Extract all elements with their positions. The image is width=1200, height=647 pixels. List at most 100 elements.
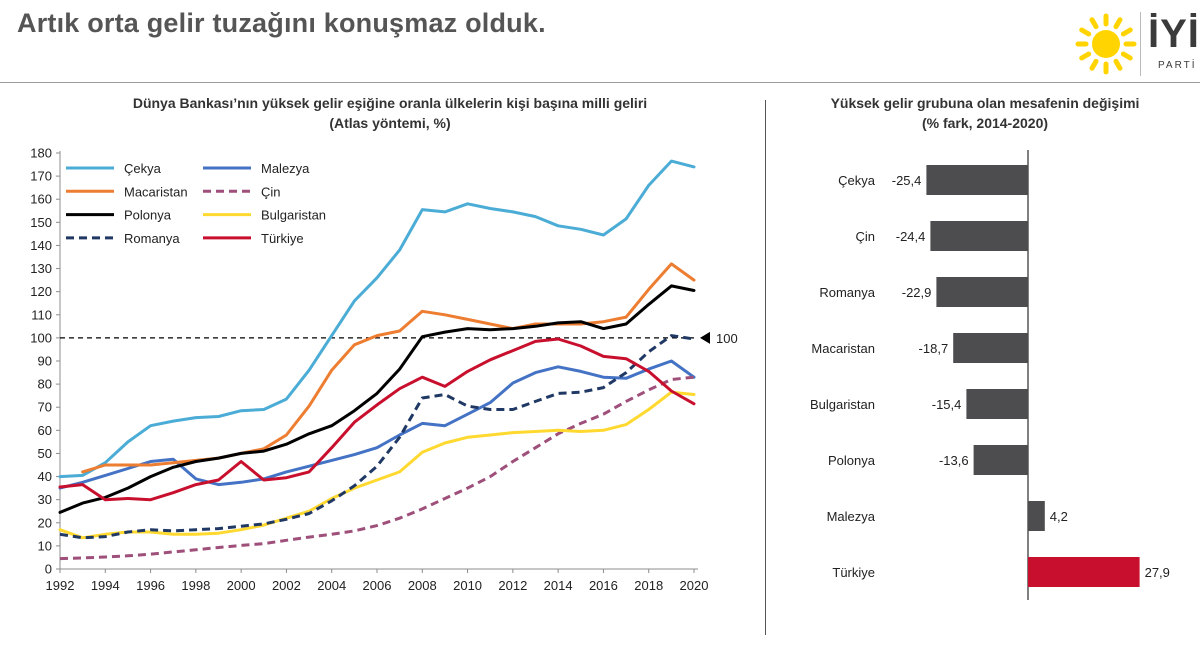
series-line-malezya [58, 359, 696, 490]
reference-line-label: 100 [716, 331, 738, 346]
y-tick-label: 160 [30, 192, 52, 207]
page-title: Artık orta gelir tuzağını konuşmaz olduk… [17, 8, 546, 38]
iyi-parti-logo: İYİ PARTİ [1066, 6, 1200, 78]
sun-ray [1120, 27, 1133, 37]
y-tick-label: 100 [30, 330, 52, 345]
reference-arrow-icon [700, 331, 710, 344]
bar-chart-title: Yüksek gelir grubuna olan mesafenin deği… [770, 93, 1200, 133]
line-chart-subtitle: (Atlas yöntemi, %) [329, 115, 451, 131]
sun-ray [1079, 27, 1092, 37]
x-tick-label: 2014 [544, 578, 573, 593]
y-tick-label: 90 [38, 354, 52, 369]
bar-category-label: Polonya [828, 453, 876, 468]
y-tick-label: 0 [45, 562, 52, 577]
series-line-polonya [58, 284, 696, 514]
y-tick-label: 70 [38, 400, 52, 415]
bar-category-label: Türkiye [832, 565, 875, 580]
y-tick-label: 150 [30, 215, 52, 230]
legend-item-romanya: Romanya [66, 231, 180, 246]
legend-label: Polonya [124, 208, 172, 223]
legend-label: Malezya [261, 161, 310, 176]
y-tick-label: 110 [31, 307, 52, 322]
legend-label: Romanya [124, 231, 180, 246]
y-tick-label: 170 [30, 169, 52, 184]
legend-item-cin: Çin [203, 184, 281, 199]
x-tick-label: 1992 [46, 578, 75, 593]
x-tick-label: 2012 [498, 578, 527, 593]
logo-wordmark: İYİ [1148, 12, 1200, 56]
legend-item-turkiye: Türkiye [203, 231, 304, 246]
y-tick-label: 130 [30, 261, 52, 276]
bar-category-label: Çin [855, 229, 875, 244]
series-line-cekya [58, 159, 696, 479]
bar-cin [930, 221, 1028, 251]
bar-turkiye [1028, 557, 1140, 587]
bar-category-label: Romanya [819, 285, 875, 300]
line-chart-title-text: Dünya Bankası’nın yüksek gelir eşiğine o… [132, 95, 648, 111]
bar-chart-subtitle: (% fark, 2014-2020) [921, 115, 1049, 131]
x-tick-label: 2010 [453, 578, 482, 593]
bar-value-label: -13,6 [939, 453, 969, 468]
header-rule [0, 82, 1200, 83]
bar-value-label: -24,4 [896, 229, 926, 244]
legend-label: Bulgaristan [261, 208, 326, 223]
sun-icon [1075, 13, 1137, 75]
bar-value-label: 27,9 [1145, 565, 1170, 580]
logo-separator [1140, 12, 1141, 76]
legend-item-macaristan: Macaristan [66, 184, 188, 199]
legend-item-bulgaristan: Bulgaristan [203, 208, 326, 223]
page-header: Artık orta gelir tuzağını konuşmaz olduk… [0, 0, 1200, 82]
y-tick-label: 50 [38, 446, 52, 461]
legend-label: Macaristan [124, 184, 188, 199]
bar-category-label: Bulgaristan [810, 397, 875, 412]
bar-value-label: -25,4 [892, 173, 922, 188]
bar-value-label: -22,9 [902, 285, 932, 300]
series-line-macaristan [81, 262, 696, 474]
y-tick-label: 40 [38, 469, 52, 484]
series-line-turkiye [58, 337, 696, 502]
legend-label: Çin [261, 184, 281, 199]
y-tick-label: 30 [38, 492, 52, 507]
sun-ray [1120, 51, 1133, 61]
legend-item-malezya: Malezya [203, 161, 310, 176]
x-tick-label: 2002 [272, 578, 301, 593]
series-line-bulgaristan [58, 390, 696, 540]
bar-category-label: Çekya [838, 173, 876, 188]
bar-category-label: Malezya [827, 509, 876, 524]
legend-item-cekya: Çekya [66, 161, 162, 176]
bar-chart-title-text: Yüksek gelir grubuna olan mesafenin deği… [830, 95, 1140, 111]
bar-macaristan [953, 333, 1028, 363]
logo-subtext: PARTİ [1158, 60, 1197, 71]
x-tick-label: 2018 [634, 578, 663, 593]
legend-label: Çekya [124, 161, 162, 176]
series-line-cin [59, 375, 695, 561]
sun-ray [1113, 58, 1123, 71]
legend-item-polonya: Polonya [66, 208, 172, 223]
y-tick-label: 180 [30, 146, 52, 161]
bar-value-label: -18,7 [919, 341, 949, 356]
chart-divider [765, 100, 766, 635]
y-tick-label: 140 [30, 238, 52, 253]
bar-category-label: Macaristan [811, 341, 875, 356]
y-tick-label: 120 [30, 284, 52, 299]
bar-malezya [1028, 501, 1045, 531]
y-tick-label: 10 [38, 538, 52, 553]
x-tick-label: 1998 [181, 578, 210, 593]
x-tick-label: 2000 [227, 578, 256, 593]
x-tick-label: 2006 [363, 578, 392, 593]
sun-ray [1079, 51, 1092, 61]
sun-ray [1089, 17, 1099, 30]
series-line-romanya [59, 334, 695, 540]
line-chart: 0 10 20 30 40 50 60 70 80 90 100 110 120 130 140 150 160… [30, 146, 738, 594]
x-tick-label: 1994 [91, 578, 120, 593]
y-tick-label: 60 [38, 423, 52, 438]
x-tick-label: 2016 [589, 578, 618, 593]
y-tick-label: 80 [38, 377, 52, 392]
sun-ray [1089, 58, 1099, 71]
bar-bulgaristan [966, 389, 1028, 419]
y-tick-label: 20 [38, 515, 52, 530]
x-tick-label: 2008 [408, 578, 437, 593]
x-tick-label: 2004 [317, 578, 346, 593]
bar-polonya [973, 445, 1028, 475]
bar-cekya [926, 165, 1028, 195]
